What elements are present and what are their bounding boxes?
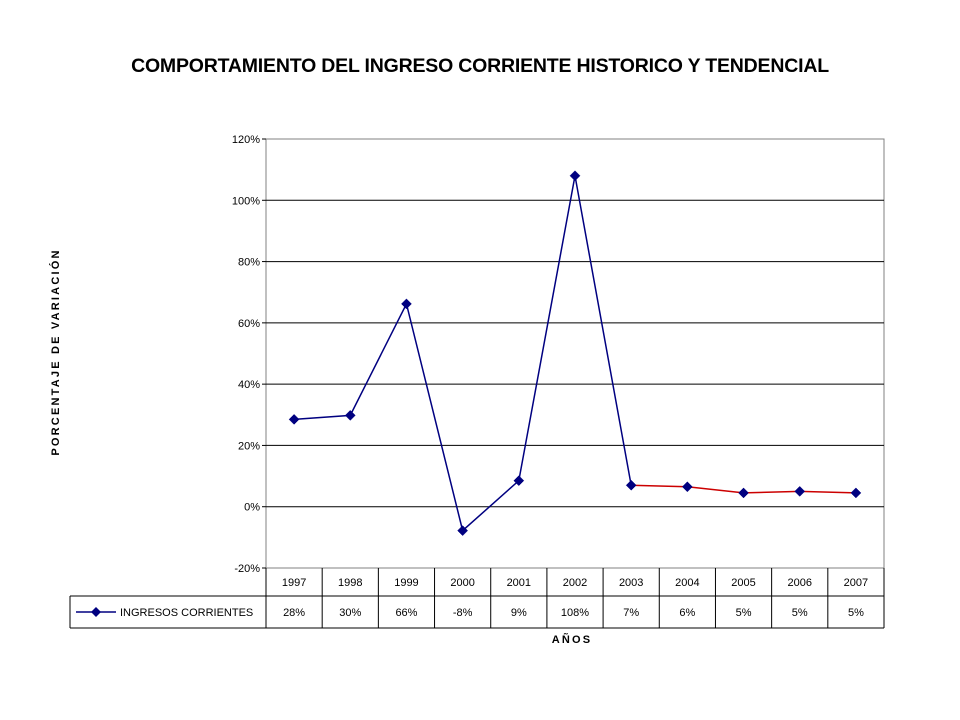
data-point — [457, 525, 468, 536]
x-tick-label: 2004 — [675, 577, 699, 589]
y-tick-label: 100% — [232, 195, 260, 207]
x-tick-label: 2000 — [450, 577, 474, 589]
legend-marker — [91, 607, 101, 617]
series-markers — [288, 170, 862, 536]
data-point — [682, 481, 693, 493]
table-value: 9% — [511, 607, 527, 619]
data-point — [794, 486, 806, 497]
table-value: 108% — [561, 607, 589, 619]
table-value: 30% — [339, 607, 361, 619]
y-tick-label: 20% — [238, 440, 260, 452]
x-tick-label: 1999 — [394, 577, 418, 589]
data-point — [401, 298, 412, 310]
data-point — [569, 170, 581, 182]
x-tick-label: 1998 — [338, 577, 362, 589]
y-tick-label: 80% — [238, 257, 260, 269]
x-tick-label: 2002 — [563, 577, 587, 589]
table-value: 5% — [736, 607, 752, 619]
x-tick-label: 1997 — [282, 577, 306, 589]
x-tick-label: 2007 — [844, 577, 868, 589]
legend-label: INGRESOS CORRIENTES — [120, 607, 253, 619]
y-tick-label: -20% — [234, 563, 260, 575]
table-value: 66% — [395, 607, 417, 619]
table-value: 28% — [283, 607, 305, 619]
table-value: 5% — [848, 607, 864, 619]
y-tick-label: 40% — [238, 379, 260, 391]
data-point — [738, 487, 749, 499]
y-tick-label: 0% — [244, 502, 260, 514]
table-value: 6% — [679, 607, 695, 619]
x-tick-label: 2006 — [787, 577, 811, 589]
plot-area — [265, 138, 885, 569]
data-point — [850, 487, 862, 499]
data-point — [513, 475, 525, 487]
x-tick-label: 2001 — [507, 577, 531, 589]
chart-title: COMPORTAMIENTO DEL INGRESO CORRIENTE HIS… — [131, 55, 829, 77]
x-tick-label: 2005 — [731, 577, 755, 589]
gridlines — [266, 199, 884, 508]
x-tick-label: 2003 — [619, 577, 643, 589]
y-tick-label: 60% — [238, 318, 260, 330]
data-table: 1997 1998 1999 2000 2001 2002 2003 2004 2005 2006… — [69, 568, 885, 629]
data-point — [625, 479, 637, 491]
data-point — [288, 414, 300, 425]
y-axis: -20% 0% 20% 40% 60% 80% 100% 120% — [232, 134, 266, 575]
data-point — [344, 410, 356, 421]
y-tick-label: 120% — [232, 134, 260, 146]
x-axis-title: AÑOS — [551, 634, 593, 646]
table-value: 7% — [623, 607, 639, 619]
table-value: 5% — [792, 607, 808, 619]
table-value: -8% — [453, 607, 473, 619]
